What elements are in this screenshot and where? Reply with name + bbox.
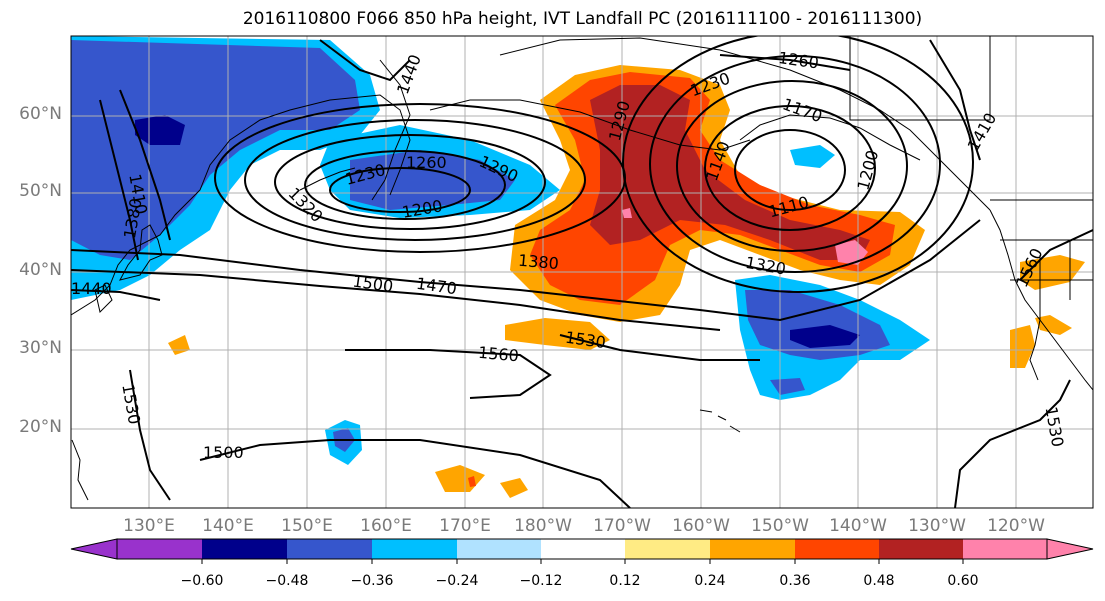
colorbar-bin [117, 539, 202, 559]
lat-label-20n: 20°N [19, 417, 62, 437]
colorbar-bin [879, 539, 963, 559]
graticule [71, 36, 1093, 508]
positive-peak [835, 240, 868, 265]
lat-label-40n: 40°N [19, 260, 62, 280]
kamchatka-negative-core [350, 150, 515, 210]
lon-label-130e: 130°E [123, 516, 175, 536]
contour-1500 [71, 269, 721, 331]
contour-1440-north [319, 39, 411, 82]
lat-label-60n: 60°N [19, 104, 62, 124]
lon-label-140e: 140°E [202, 516, 254, 536]
central-negative-deep [790, 325, 860, 348]
contour-1560 [345, 349, 552, 399]
kamchatka-coast [371, 59, 411, 201]
lon-label-170w: 170°W [593, 516, 651, 536]
lon-label-180w: 180°W [514, 516, 572, 536]
colorbar-frame [116, 538, 1048, 560]
contour-label: 1380 [517, 251, 559, 273]
colorbar-bin [541, 539, 625, 559]
colorbar-bin [372, 539, 457, 559]
nw-negative-deep [135, 115, 185, 145]
colorbar-tick-label: −0.12 [519, 573, 563, 589]
contour-1380-west [99, 99, 139, 261]
bc-coast [989, 209, 1093, 391]
colorbar-high-extension [1046, 538, 1094, 560]
lon-label-130w: 130°W [908, 516, 966, 536]
lon-label-140w: 140°W [829, 516, 887, 536]
contour-1440-west [71, 289, 161, 301]
kuril-islands [299, 167, 356, 191]
contour-1560-east [1019, 229, 1093, 281]
lon-label-120w: 120°W [987, 516, 1045, 536]
coast-positive [1035, 315, 1072, 335]
colorbar-bin [710, 539, 795, 559]
colorbar-tick-label: 0.48 [863, 573, 895, 589]
tropical-positive-core [468, 476, 476, 487]
lat-label-30n: 30°N [19, 338, 62, 358]
map-frame [70, 35, 1094, 509]
colorbar-low-extension [70, 538, 118, 560]
central-negative-core [745, 290, 890, 360]
contour-1260-north [719, 54, 851, 71]
alaska-negative-spot [790, 145, 835, 168]
colorbar-tick-label: 0.24 [694, 573, 726, 589]
colorbar-bin [457, 539, 541, 559]
state-borders [1000, 239, 1093, 320]
contour-label: 1500 [203, 443, 244, 462]
lat-label-50n: 50°N [19, 181, 62, 201]
positive-mini-peak [622, 208, 632, 218]
coastlines [71, 36, 1093, 501]
colorbar-tick-label: 0.60 [947, 573, 979, 589]
contour-1500-south [199, 439, 631, 508]
nw-negative-core [71, 40, 360, 260]
colorbar-tick-label: 0.36 [779, 573, 811, 589]
tropical-positive-2 [500, 478, 528, 498]
lon-label-150w: 150°W [751, 516, 809, 536]
colorbar-bin [963, 539, 1047, 559]
hawaii-islands [699, 409, 741, 433]
map-area: 1440 1260 1230 1290 1200 1320 1380 1410 … [71, 36, 1093, 508]
korea-coast [94, 284, 113, 313]
colorbar-tick-label: −0.48 [265, 573, 309, 589]
main-positive-inner [590, 85, 870, 260]
asia-coast [71, 94, 411, 316]
contour-1410-west [119, 89, 171, 241]
colorbar-tick-label: −0.36 [350, 573, 394, 589]
contour-1530-east [954, 379, 1071, 508]
lon-label-160e: 160°E [360, 516, 412, 536]
height-contours [71, 36, 1093, 508]
colorbar-bin [795, 539, 879, 559]
philippine-islands [71, 439, 89, 501]
contour-1410-east [929, 39, 981, 161]
colorbar-bin [625, 539, 710, 559]
alaska-coast [499, 37, 991, 211]
positive-strip-south [505, 318, 610, 350]
contour-label: 1260 [406, 153, 447, 172]
contour-1530 [559, 334, 760, 361]
colorbar-tick-label: −0.24 [435, 573, 479, 589]
colorbar-tick-label: 0.12 [609, 573, 641, 589]
south-negative-core [770, 378, 805, 395]
colorbar-bin [287, 539, 372, 559]
colorbar [70, 538, 1094, 564]
colorbar-tick-label: −0.60 [180, 573, 224, 589]
aleutian-chain [429, 99, 751, 151]
contour-1530-west [129, 369, 171, 501]
contour-label: 1560 [477, 343, 519, 365]
alaska-gulf [739, 114, 921, 161]
lon-label-160w: 160°W [672, 516, 730, 536]
lon-label-150e: 150°E [281, 516, 333, 536]
lon-label-170e: 170°E [439, 516, 491, 536]
contour-label: 1440 [71, 279, 112, 298]
colorbar-bin [202, 539, 287, 559]
contour-1470 [71, 219, 981, 322]
japan-coast [119, 224, 163, 281]
map-title: 2016110800 F066 850 hPa height, IVT Land… [242, 9, 923, 29]
canada-border [849, 36, 991, 121]
baja-peninsula [1029, 319, 1041, 381]
